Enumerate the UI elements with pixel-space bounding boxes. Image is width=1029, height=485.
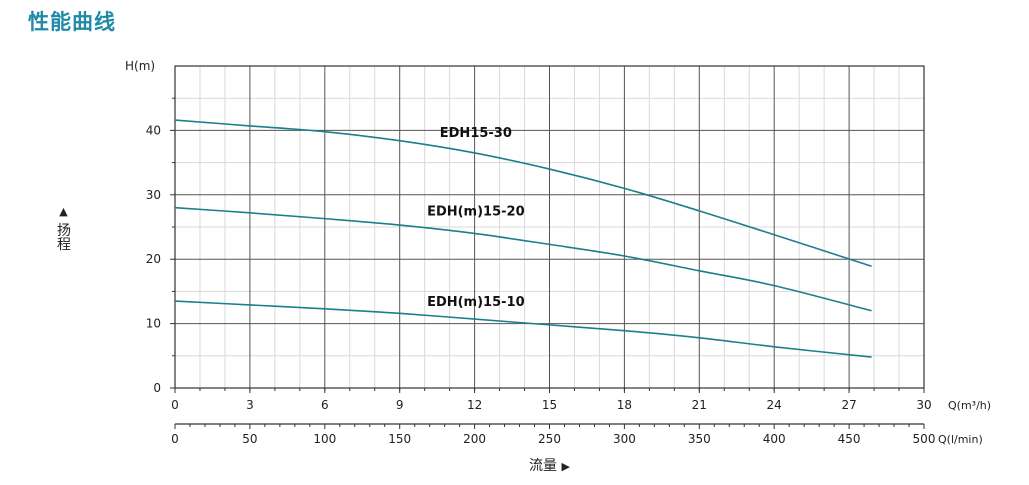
x-axis-arrow-icon: ▶ (561, 460, 570, 473)
page-title: 性能曲线 (28, 10, 116, 34)
series-line (174, 300, 872, 358)
x-unit-label: Q(m³/h) (948, 399, 991, 412)
x2-tick-label: 150 (388, 432, 411, 446)
x-tick-label: 30 (916, 398, 931, 412)
x-tick-label: 3 (246, 398, 254, 412)
x2-tick-label: 400 (763, 432, 786, 446)
x-tick-label: 21 (692, 398, 707, 412)
x-axis-title: 流量 ▶ (529, 455, 570, 475)
series-label: EDH(m)15-10 (427, 295, 525, 310)
x-axis-title-label: 流量 (529, 458, 557, 474)
y-axis-title-label: 扬程 (55, 222, 71, 251)
x2-tick-label: 200 (463, 432, 486, 446)
x2-tick-label: 250 (538, 432, 561, 446)
y-tick-label: 0 (153, 381, 161, 395)
x-tick-label: 15 (542, 398, 557, 412)
x-tick-label: 6 (321, 398, 329, 412)
x-tick-label: 24 (767, 398, 782, 412)
x2-unit-label: Q(l/min) (938, 433, 983, 446)
x-tick-label: 9 (396, 398, 404, 412)
x2-tick-label: 50 (242, 432, 257, 446)
y-tick-label: 10 (146, 317, 161, 331)
x-tick-label: 27 (841, 398, 856, 412)
x2-tick-label: 100 (313, 432, 336, 446)
y-axis-title: ▲ 扬程 (52, 205, 74, 250)
y-tick-label: 20 (146, 252, 161, 266)
y-tick-label: 40 (146, 123, 161, 137)
series-label: EDH15-30 (440, 126, 512, 141)
x2-tick-label: 450 (838, 432, 861, 446)
x-tick-label: 12 (467, 398, 482, 412)
series-label: EDH(m)15-20 (427, 204, 525, 219)
series-line (174, 119, 872, 268)
x2-tick-label: 0 (171, 432, 179, 446)
y-unit-label: H(m) (125, 59, 155, 73)
x2-tick-label: 300 (613, 432, 636, 446)
series-line (174, 206, 872, 312)
y-tick-label: 30 (146, 188, 161, 202)
x-tick-label: 18 (617, 398, 632, 412)
x2-tick-label: 500 (913, 432, 936, 446)
y-axis-arrow-icon: ▲ (57, 205, 70, 218)
x2-tick-label: 350 (688, 432, 711, 446)
x-tick-label: 0 (171, 398, 179, 412)
